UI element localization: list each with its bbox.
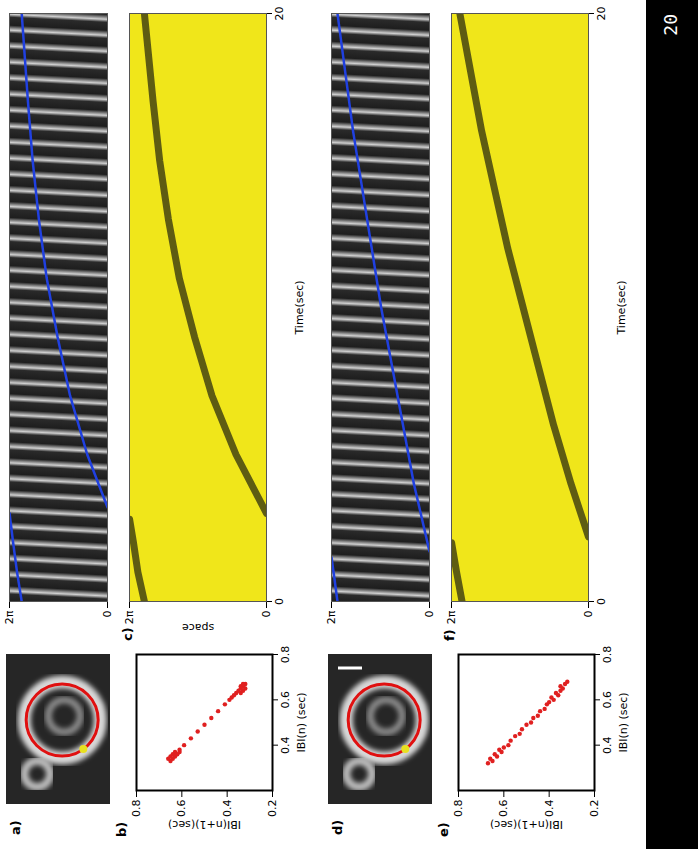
svg-text:IBI(n+1)(sec): IBI(n+1)(sec)	[490, 818, 563, 831]
svg-text:0.4: 0.4	[279, 736, 292, 754]
svg-text:0.6: 0.6	[497, 800, 510, 818]
html-text:d): d)	[330, 819, 345, 835]
html-text:a): a)	[8, 820, 23, 835]
svg-text:20: 20	[273, 7, 286, 21]
html-text:c): c)	[120, 627, 135, 641]
svg-text:0.8: 0.8	[452, 800, 465, 818]
svg-text:0.6: 0.6	[279, 691, 292, 709]
svg-text:Time(sec): Time(sec)	[615, 280, 628, 335]
svg-text:0: 0	[423, 611, 436, 618]
svg-text:2π: 2π	[123, 610, 136, 624]
html-text:e): e)	[436, 822, 451, 837]
svg-text:IBI(n) (sec): IBI(n) (sec)	[295, 692, 308, 752]
svg-text:IBI(n) (sec): IBI(n) (sec)	[617, 692, 630, 752]
svg-text:2π: 2π	[3, 610, 16, 624]
svg-text:0.8: 0.8	[601, 646, 614, 664]
svg-text:0.8: 0.8	[130, 800, 143, 818]
svg-text:0.4: 0.4	[543, 800, 556, 818]
html-text:20: 20	[660, 14, 681, 36]
svg-text:0: 0	[260, 611, 273, 618]
svg-text:Time(sec): Time(sec)	[293, 280, 306, 335]
svg-text:2π: 2π	[445, 610, 458, 624]
html-text:f): f)	[442, 629, 457, 641]
svg-text:space: space	[182, 621, 215, 634]
svg-text:0.8: 0.8	[279, 646, 292, 664]
svg-text:0: 0	[595, 598, 608, 605]
svg-text:2π: 2π	[325, 610, 338, 624]
svg-text:0.6: 0.6	[601, 691, 614, 709]
svg-text:0.4: 0.4	[221, 800, 234, 818]
svg-text:IBI(n+1)(sec): IBI(n+1)(sec)	[168, 818, 241, 831]
svg-text:0: 0	[273, 598, 286, 605]
svg-text:0: 0	[101, 611, 114, 618]
svg-text:0.6: 0.6	[175, 800, 188, 818]
html-text:b): b)	[114, 821, 129, 837]
svg-text:0.2: 0.2	[266, 800, 279, 818]
svg-text:20: 20	[595, 7, 608, 21]
svg-text:0: 0	[582, 611, 595, 618]
svg-text:0.2: 0.2	[588, 800, 601, 818]
svg-text:0.4: 0.4	[601, 736, 614, 754]
